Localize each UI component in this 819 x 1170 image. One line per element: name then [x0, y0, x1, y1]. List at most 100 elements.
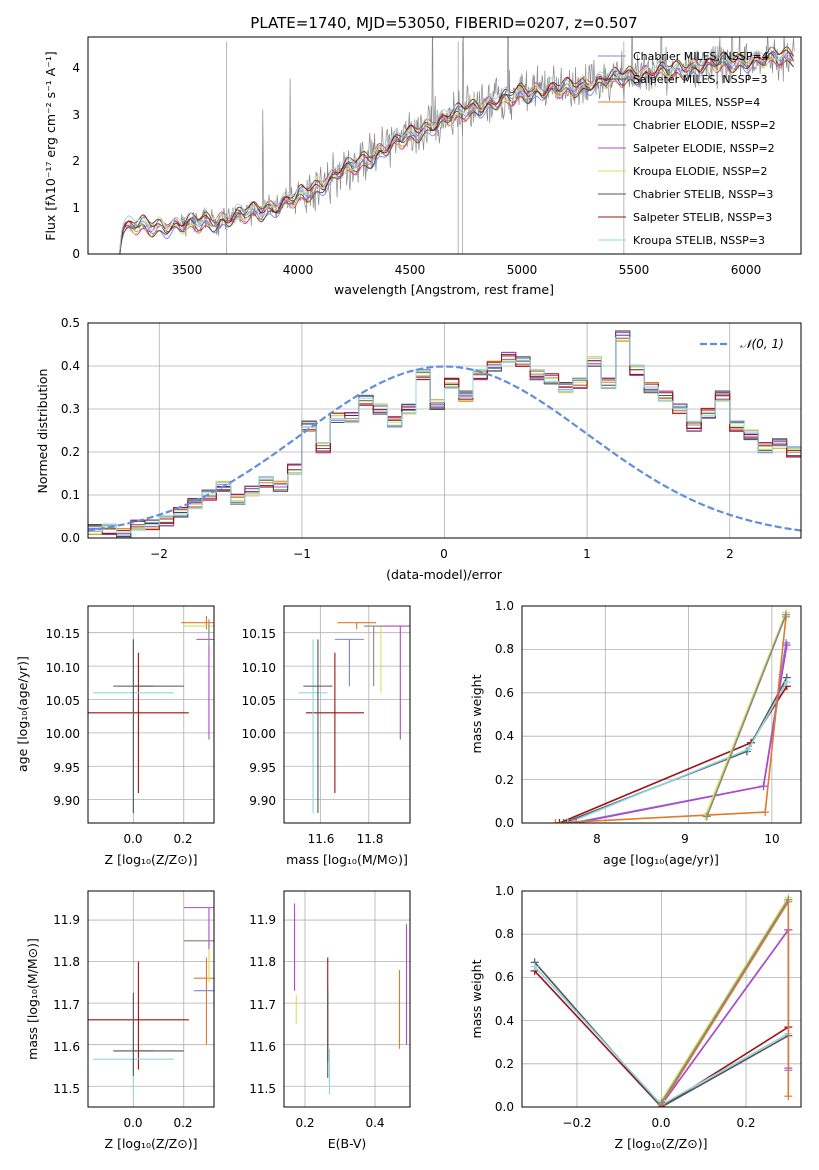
- weight-line-chabrier_miles: [571, 642, 787, 823]
- residuals-xtick: −2: [150, 547, 168, 561]
- clipped-group: [530, 893, 793, 1107]
- spectrum-legend: Chabrier MILES, NSSP=4 Salpeter MILES, N…: [598, 50, 776, 247]
- legend-label-salpeter-elodie: Salpeter ELODIE, NSSP=2: [633, 142, 775, 155]
- age-vs-Z-ytick: 9.90: [53, 794, 80, 808]
- age-vs-mass-ytick: 10.00: [242, 727, 276, 741]
- spectrum-model-salpeter_elodie: [119, 51, 794, 251]
- clipped-group: [88, 330, 801, 538]
- weight-line-chabrier_elodie: [660, 899, 789, 1104]
- age-vs-mass-xtick: 11.6: [308, 832, 335, 846]
- residuals-frame: [87, 322, 802, 539]
- clipped-group: [298, 622, 410, 813]
- age-vs-mass-ytick: 10.10: [242, 661, 276, 675]
- weight-vs-Z-ytick: 1.0: [495, 884, 514, 898]
- mass-vs-ebv-xtick: 0.4: [365, 1116, 384, 1130]
- clipped-group: [551, 608, 791, 823]
- age-vs-Z-ytick: 10.05: [46, 694, 80, 708]
- mass-vs-ebv-frame: [283, 890, 411, 1108]
- spectrum-ylabel: Flux [fλ10⁻¹⁷ erg cm⁻² s⁻¹ A⁻¹]: [43, 51, 58, 240]
- residuals-ytick: 0.2: [61, 445, 80, 459]
- weight-vs-Z-xlabel: Z [log₁₀(Z/Z⊙)]: [615, 1136, 708, 1151]
- spectrum-panel: 3500 4000 4500 5000 5500 6000 0 1 2 3 4 …: [43, 36, 802, 297]
- age-vs-Z-ylabel: age [log₁₀(age/yr)]: [15, 656, 30, 772]
- mass-vs-ebv-panel: 0.2 0.4 11.5 11.6 11.7 11.8 11.9 E(B-V): [249, 890, 411, 1151]
- mass-vs-ebv-plot-area: [284, 891, 410, 1107]
- spectrum-model-chabrier_stelib: [119, 46, 795, 254]
- age-vs-mass-frame: [283, 605, 411, 824]
- spectrum-xtick: 6000: [731, 263, 762, 277]
- legend-label-salpeter-miles: Salpeter MILES, NSSP=3: [633, 73, 767, 86]
- weight-line-kroupa_stelib: [567, 681, 788, 823]
- spectrum-xlabel: wavelength [Angstrom, rest frame]: [334, 282, 554, 297]
- spectrum-plot-area: [119, 37, 795, 254]
- mass-vs-Z-ytick: 11.7: [53, 998, 80, 1012]
- spectrum-model-kroupa_miles: [119, 51, 794, 250]
- spectrum-ytick: 0: [72, 247, 80, 261]
- age-vs-Z-frame: [87, 605, 215, 824]
- spectrum-yticks: 0 1 2 3 4: [72, 61, 80, 261]
- clipped-group: [119, 37, 795, 254]
- age-vs-Z-plot-area: [88, 606, 214, 823]
- weight-vs-age-ytick: 0.6: [495, 686, 514, 700]
- weight-vs-Z-xtick: −0.2: [562, 1116, 591, 1130]
- age-vs-Z-xtick: 0.2: [173, 832, 192, 846]
- residuals-ytick: 0.0: [61, 531, 80, 545]
- mass-vs-ebv-xtick: 0.2: [295, 1116, 314, 1130]
- spectrum-model-chabrier_miles: [119, 51, 795, 254]
- spectrum-model-salpeter_stelib: [119, 46, 795, 254]
- spectrum-ytick: 4: [72, 61, 80, 75]
- age-vs-Z-ytick: 10.10: [46, 661, 80, 675]
- weight-vs-age-ytick: 0.0: [495, 816, 514, 830]
- weight-line-kroupa_miles: [555, 616, 787, 823]
- spectrum-ytick: 3: [72, 108, 80, 122]
- spectrum-xtick: 5500: [619, 263, 650, 277]
- legend-label-salpeter-stelib: Salpeter STELIB, NSSP=3: [633, 211, 772, 224]
- age-vs-Z-ytick: 9.95: [53, 761, 80, 775]
- age-vs-Z-ytick: 10.15: [46, 627, 80, 641]
- spectrum-xtick: 3500: [172, 263, 203, 277]
- residuals-legend: 𝒩(0, 1): [700, 337, 784, 351]
- mass-vs-Z-ytick: 11.9: [53, 913, 80, 927]
- spectrum-title: PLATE=1740, MJD=53050, FIBERID=0207, z=0…: [250, 14, 637, 32]
- spectrum-xtick: 4000: [283, 263, 314, 277]
- mass-vs-ebv-ytick: 11.6: [249, 1040, 276, 1054]
- normal-curve: [88, 365, 801, 532]
- legend-label-kroupa-miles: Kroupa MILES, NSSP=4: [633, 96, 760, 109]
- weight-vs-Z-panel: −0.2 0.0 0.2 0.0 0.2 0.4 0.6 0.8 1.0 Z […: [469, 884, 802, 1151]
- age-vs-mass-ytick: 10.15: [242, 627, 276, 641]
- residuals-xtick: −1: [293, 547, 311, 561]
- mass-vs-ebv-ytick: 11.9: [249, 913, 276, 927]
- weight-vs-Z-ylabel: mass weight: [469, 959, 484, 1038]
- legend-label-chabrier-elodie: Chabrier ELODIE, NSSP=2: [633, 119, 776, 132]
- weight-vs-Z-xtick: 0.2: [736, 1116, 755, 1130]
- spectrum-model-kroupa_stelib: [119, 46, 795, 251]
- spectrum-xtick: 5000: [507, 263, 538, 277]
- weight-line-kroupa_miles: [660, 899, 790, 1106]
- mass-vs-Z-ytick: 11.8: [53, 955, 80, 969]
- weight-line-chabrier_stelib: [534, 961, 789, 1107]
- residuals-xtick: 0: [440, 547, 448, 561]
- weight-vs-Z-plot-area: [522, 891, 801, 1107]
- residuals-xticks: −2 −1 0 1 2: [150, 547, 734, 561]
- weight-line-salpeter_elodie: [575, 644, 788, 823]
- residuals-xlabel: (data-model)/error: [386, 567, 503, 582]
- weight-vs-age-panel: 8 9 10 0.0 0.2 0.4 0.6 0.8 1.0 age [log₁…: [469, 599, 802, 867]
- residuals-panel: −2 −1 0 1 2 0.0 0.1 0.2 0.3 0.4 0.5 (dat…: [35, 316, 802, 582]
- weight-vs-age-xtick: 10: [764, 832, 779, 846]
- residuals-ytick: 0.4: [61, 359, 80, 373]
- residuals-yticks: 0.0 0.1 0.2 0.3 0.4 0.5: [61, 316, 80, 545]
- residuals-ytick: 0.3: [61, 402, 80, 416]
- mass-vs-Z-ytick: 11.5: [53, 1082, 80, 1096]
- mass-vs-ebv-ytick: 11.8: [249, 955, 276, 969]
- age-vs-mass-panel: 11.6 11.8 9.90 9.95 10.00 10.05 10.10 10…: [242, 605, 411, 867]
- weight-line-chabrier_elodie: [706, 614, 787, 817]
- weight-vs-Z-ytick: 0.8: [495, 927, 514, 941]
- age-vs-mass-xtick: 11.8: [357, 832, 384, 846]
- weight-vs-age-ytick: 0.8: [495, 642, 514, 656]
- clipped-group: [293, 903, 408, 1095]
- age-vs-Z-xlabel: Z [log₁₀(Z/Z⊙)]: [105, 852, 198, 867]
- weight-vs-Z-ytick: 0.6: [495, 970, 514, 984]
- spectrum-xticks: 3500 4000 4500 5000 5500 6000: [172, 263, 762, 277]
- weight-vs-age-xlabel: age [log₁₀(age/yr)]: [603, 852, 719, 867]
- weight-line-salpeter_elodie: [660, 927, 790, 1106]
